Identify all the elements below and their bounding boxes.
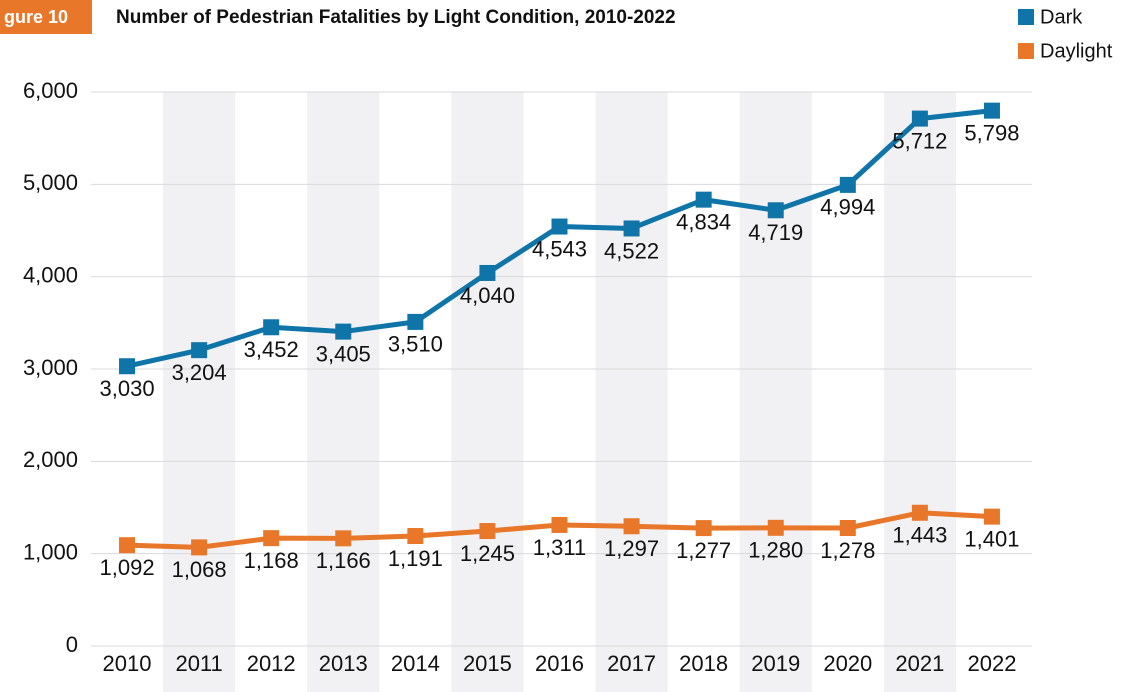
y-tick-label: 5,000: [23, 170, 78, 195]
x-tick-label: 2022: [967, 651, 1016, 676]
data-label: 1,280: [748, 538, 803, 563]
point-marker: [407, 528, 424, 545]
data-label: 1,068: [172, 557, 227, 582]
data-label: 4,834: [676, 209, 731, 234]
point-marker: [839, 519, 856, 536]
x-tick-label: 2014: [391, 651, 440, 676]
point-marker: [407, 313, 424, 330]
data-label: 4,994: [820, 195, 875, 220]
point-marker: [191, 539, 208, 556]
point-marker: [191, 342, 208, 359]
point-marker: [335, 530, 352, 547]
y-tick-label: 3,000: [23, 355, 78, 380]
data-label: 1,443: [892, 523, 947, 548]
point-marker: [767, 202, 784, 219]
point-marker: [911, 504, 928, 521]
x-tick-label: 2012: [247, 651, 296, 676]
point-marker: [623, 220, 640, 237]
data-label: 1,191: [388, 546, 443, 571]
point-marker: [119, 358, 136, 375]
data-label: 1,245: [460, 541, 515, 566]
point-marker: [911, 110, 928, 127]
x-tick-label: 2020: [823, 651, 872, 676]
y-tick-label: 6,000: [23, 78, 78, 103]
data-label: 3,510: [388, 332, 443, 357]
column-band: [595, 92, 668, 692]
x-tick-label: 2016: [535, 651, 584, 676]
x-tick-label: 2018: [679, 651, 728, 676]
point-marker: [263, 319, 280, 336]
data-label: 4,543: [532, 236, 587, 261]
point-marker: [551, 516, 568, 533]
data-label: 1,297: [604, 536, 659, 561]
data-label: 1,168: [244, 548, 299, 573]
data-label: 1,311: [533, 535, 586, 560]
y-tick-label: 0: [66, 632, 78, 657]
x-tick-label: 2013: [319, 651, 368, 676]
column-band: [739, 92, 812, 692]
legend-swatch: [1018, 43, 1034, 59]
data-label: 1,401: [964, 526, 1019, 551]
y-tick-label: 1,000: [23, 539, 78, 564]
y-tick-label: 2,000: [23, 447, 78, 472]
point-marker: [695, 520, 712, 537]
x-tick-label: 2021: [895, 651, 944, 676]
data-label: 1,166: [316, 548, 371, 573]
point-marker: [767, 519, 784, 536]
figure-badge: gure 10: [4, 7, 68, 27]
column-band: [883, 92, 956, 692]
column-band: [307, 92, 380, 692]
x-tick-label: 2015: [463, 651, 512, 676]
data-label: 5,712: [892, 128, 947, 153]
point-marker: [695, 191, 712, 208]
data-label: 1,277: [676, 538, 731, 563]
column-band: [163, 92, 236, 692]
x-tick-label: 2019: [751, 651, 800, 676]
point-marker: [983, 508, 1000, 525]
point-marker: [119, 537, 136, 554]
chart-title: Number of Pedestrian Fatalities by Light…: [116, 7, 676, 28]
point-marker: [263, 530, 280, 547]
point-marker: [983, 102, 1000, 119]
column-band: [451, 92, 524, 692]
legend-label: Dark: [1040, 6, 1083, 28]
legend-label: Daylight: [1040, 40, 1113, 62]
data-label: 3,452: [244, 337, 299, 362]
point-marker: [623, 518, 640, 535]
point-marker: [479, 523, 496, 540]
data-label: 1,092: [100, 555, 155, 580]
x-tick-label: 2017: [607, 651, 656, 676]
data-label: 3,030: [100, 376, 155, 401]
legend-swatch: [1018, 9, 1034, 25]
figure-badge-bg: [0, 0, 92, 34]
x-tick-label: 2010: [103, 651, 152, 676]
data-label: 3,405: [316, 341, 371, 366]
data-label: 4,040: [460, 283, 515, 308]
point-marker: [335, 323, 352, 340]
point-marker: [551, 218, 568, 235]
data-label: 3,204: [172, 360, 227, 385]
point-marker: [479, 264, 496, 281]
point-marker: [839, 176, 856, 193]
data-label: 5,798: [964, 120, 1019, 145]
data-label: 4,522: [604, 238, 659, 263]
x-tick-label: 2011: [175, 651, 222, 676]
y-tick-label: 4,000: [23, 262, 78, 287]
data-label: 4,719: [748, 220, 803, 245]
data-label: 1,278: [820, 538, 875, 563]
